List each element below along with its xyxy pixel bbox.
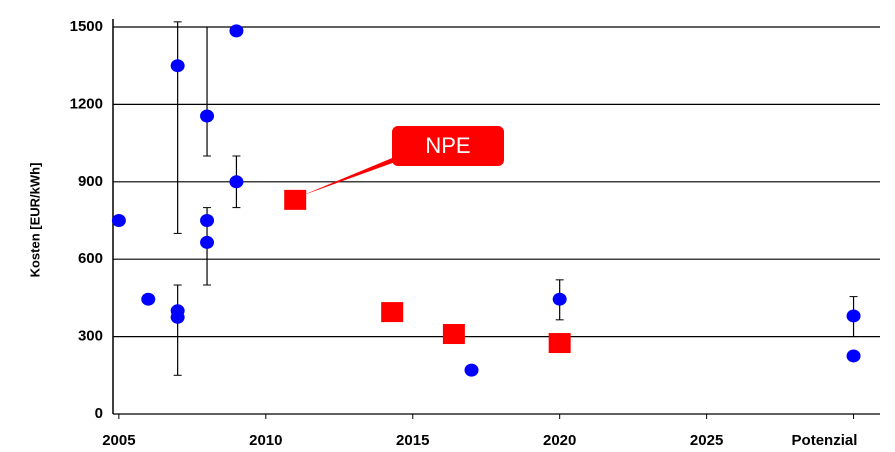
square-point [548, 333, 571, 354]
x-tick-label: 2010 [249, 432, 282, 449]
point [141, 292, 156, 306]
point [229, 24, 244, 38]
y-tick-label: 300 [78, 328, 103, 345]
x-tick-label: 2015 [396, 432, 429, 449]
point [846, 309, 861, 323]
x-tick-label: 2005 [102, 432, 135, 449]
square-point [442, 324, 465, 345]
annotation-pointer [301, 156, 412, 196]
point [170, 59, 185, 73]
annotation-box [392, 126, 504, 166]
point [229, 175, 244, 189]
point [200, 214, 215, 227]
point [111, 214, 126, 227]
square-point [284, 189, 307, 210]
y-tick-label: 900 [78, 173, 103, 190]
y-tick-label: 0 [95, 405, 103, 422]
point [464, 363, 479, 377]
y-tick-label: 600 [78, 250, 103, 267]
y-tick-label: 1200 [70, 95, 103, 112]
y-axis-label: Kosten [EUR/kWh] [27, 163, 42, 278]
point [200, 109, 215, 123]
x-tick-label: 2020 [543, 432, 576, 449]
annotation-text: NPE [425, 133, 470, 158]
x-tick-label: 2025 [690, 432, 723, 449]
point [552, 292, 567, 306]
x-tick-label: Potenzial [792, 432, 858, 449]
y-tick-label: 1500 [70, 18, 103, 35]
square-point [381, 302, 404, 323]
point [200, 235, 215, 249]
point [170, 310, 185, 324]
point [846, 349, 861, 363]
